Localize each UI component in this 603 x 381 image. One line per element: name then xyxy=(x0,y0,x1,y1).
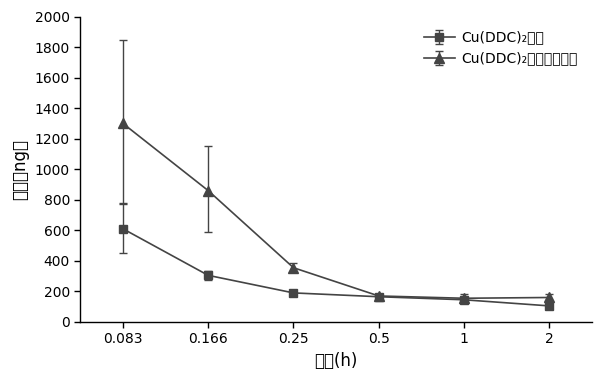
X-axis label: 时间(h): 时间(h) xyxy=(314,352,358,370)
Y-axis label: 浓度（ng）: 浓度（ng） xyxy=(11,139,29,200)
Legend: Cu(DDC)₂溶液, Cu(DDC)₂纳米核脂质体: Cu(DDC)₂溶液, Cu(DDC)₂纳米核脂质体 xyxy=(417,24,585,72)
